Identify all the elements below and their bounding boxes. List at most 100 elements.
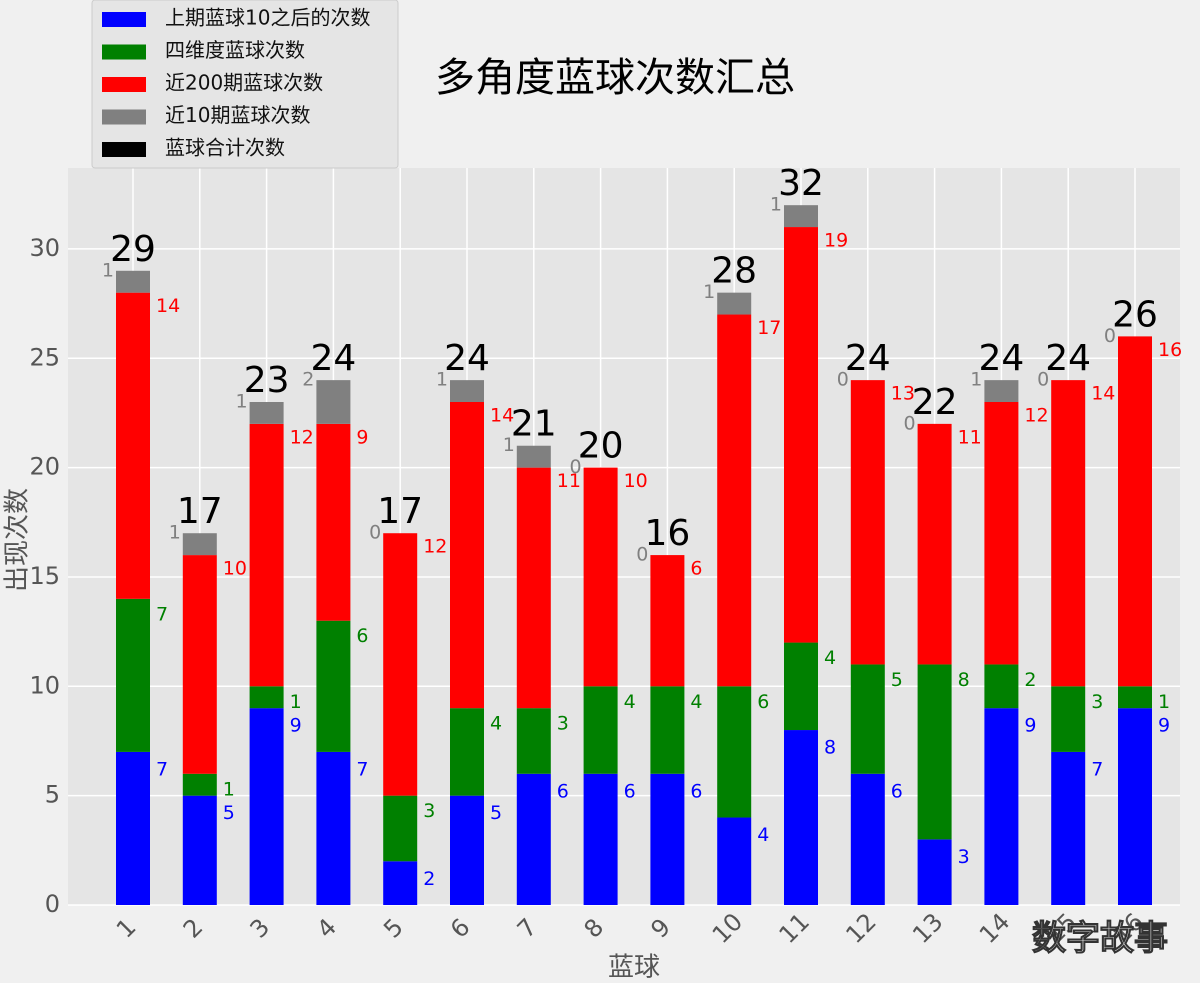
- x-tick-label: 7: [512, 913, 543, 944]
- bar-segment: [316, 423, 351, 621]
- total-label: 24: [1045, 338, 1091, 379]
- total-label: 22: [912, 382, 958, 423]
- value-label: 7: [156, 603, 168, 625]
- bar-segment: [116, 598, 150, 752]
- bar-segment: [784, 642, 818, 731]
- value-label: 10: [223, 558, 247, 580]
- legend-swatch: [102, 77, 146, 92]
- value-label: 1: [770, 194, 782, 216]
- bar-segment: [1118, 336, 1152, 687]
- bar-segment: [650, 555, 685, 687]
- value-label: 6: [757, 691, 769, 713]
- y-tick-label: 15: [29, 562, 60, 590]
- value-label: 7: [356, 758, 368, 780]
- total-label: 20: [578, 426, 624, 467]
- bar-segment: [717, 817, 752, 905]
- bar-segment: [850, 380, 885, 665]
- bar-segment: [784, 227, 818, 643]
- bar-segment: [717, 686, 752, 818]
- value-label: 8: [824, 737, 836, 759]
- x-tick-label: 8: [579, 913, 610, 944]
- bar-segment: [249, 708, 284, 905]
- value-label: 17: [757, 317, 781, 339]
- value-label: 13: [891, 383, 915, 405]
- value-label: 4: [690, 691, 702, 713]
- total-label: 26: [1112, 294, 1158, 335]
- bar-segment: [249, 686, 284, 709]
- value-label: 6: [891, 780, 903, 802]
- y-tick-label: 30: [29, 234, 60, 262]
- bar-segment: [1051, 686, 1086, 752]
- bar-segment: [1051, 380, 1086, 687]
- value-label: 4: [490, 713, 502, 735]
- value-label: 3: [958, 846, 970, 868]
- total-label: 24: [978, 338, 1024, 379]
- bar-segment: [182, 795, 217, 905]
- bar-segment: [1051, 751, 1086, 905]
- value-label: 5: [223, 802, 235, 824]
- x-tick-label: 13: [907, 908, 948, 949]
- bar-segment: [1118, 686, 1152, 709]
- legend-swatch: [102, 109, 146, 125]
- legend-label: 蓝球合计次数: [165, 136, 285, 160]
- value-label: 0: [904, 412, 916, 434]
- value-label: 14: [490, 405, 514, 427]
- bar-segment: [450, 380, 484, 403]
- bar-segment: [1118, 708, 1152, 905]
- bar-segment: [450, 708, 484, 796]
- value-label: 4: [624, 691, 636, 713]
- value-label: 4: [757, 824, 769, 846]
- bar-segment: [583, 773, 618, 905]
- bar-segment: [516, 445, 551, 468]
- total-label: 24: [310, 338, 356, 379]
- value-label: 1: [290, 691, 302, 713]
- value-label: 1: [102, 259, 114, 281]
- total-label: 17: [377, 491, 423, 532]
- value-label: 0: [636, 544, 648, 566]
- bar-segment: [850, 773, 885, 905]
- y-axis-label: 出现次数: [3, 488, 33, 592]
- bar-segment: [249, 423, 284, 687]
- value-label: 16: [1158, 339, 1182, 361]
- value-label: 9: [1158, 715, 1170, 737]
- value-label: 2: [1024, 669, 1036, 691]
- bar-segment: [850, 664, 885, 774]
- total-label: 24: [444, 338, 490, 379]
- value-label: 6: [690, 780, 702, 802]
- bar-segment: [917, 664, 952, 840]
- value-label: 9: [290, 715, 302, 737]
- bar-segment: [984, 708, 1019, 905]
- value-label: 9: [1024, 715, 1036, 737]
- x-tick-label: 9: [645, 913, 676, 944]
- labels: 7714129511011791121237692242312017541412…: [102, 163, 1182, 890]
- legend-label: 近10期蓝球次数: [165, 103, 310, 127]
- bar-segment: [917, 839, 952, 905]
- bar-segment: [784, 205, 818, 228]
- bar-segment: [182, 533, 217, 556]
- value-label: 0: [570, 456, 582, 478]
- bar-segment: [717, 314, 752, 687]
- value-label: 7: [156, 758, 168, 780]
- bar-segment: [450, 402, 484, 709]
- y-tick-label: 5: [45, 781, 60, 809]
- legend: 上期蓝球10之后的次数四维度蓝球次数近200期蓝球次数近10期蓝球次数蓝球合计次…: [91, 0, 399, 169]
- value-label: 19: [824, 230, 848, 252]
- value-label: 7: [1091, 758, 1103, 780]
- x-tick-label: 10: [707, 908, 748, 949]
- value-label: 3: [423, 800, 435, 822]
- x-tick-label: 5: [378, 913, 409, 944]
- bar-segment: [650, 773, 685, 905]
- value-label: 1: [436, 369, 448, 391]
- legend-swatch: [102, 44, 146, 60]
- total-label: 17: [177, 491, 223, 532]
- y-tick-label: 20: [29, 453, 60, 481]
- bar-segment: [383, 533, 418, 796]
- bar-segment: [182, 773, 217, 796]
- x-tick-label: 12: [840, 908, 881, 949]
- bar-segment: [984, 664, 1019, 709]
- x-tick-label: 4: [311, 913, 342, 944]
- x-tick-label: 11: [774, 908, 815, 949]
- bar-segment: [650, 686, 685, 774]
- bar-segment: [316, 751, 351, 905]
- value-label: 11: [958, 426, 982, 448]
